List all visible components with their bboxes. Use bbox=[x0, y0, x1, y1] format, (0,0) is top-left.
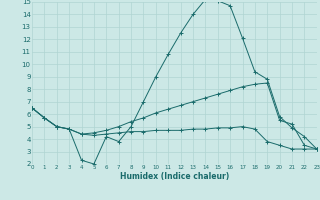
X-axis label: Humidex (Indice chaleur): Humidex (Indice chaleur) bbox=[120, 172, 229, 181]
